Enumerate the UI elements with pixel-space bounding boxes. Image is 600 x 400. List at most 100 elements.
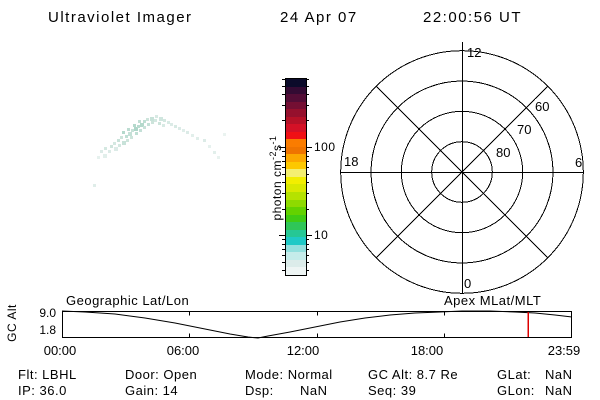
colorbar-band xyxy=(286,124,306,132)
colorbar-tick xyxy=(282,239,285,240)
colorbar-tick xyxy=(306,182,309,183)
colorbar-band xyxy=(286,184,306,192)
lat-label: 70 xyxy=(517,122,532,137)
colorbar-tick xyxy=(282,151,285,152)
colorbar-band xyxy=(286,176,306,185)
status-field: GLon: xyxy=(497,383,535,398)
colorbar-tick xyxy=(282,255,285,256)
aurora-pixel xyxy=(163,119,166,122)
x-tick-label: 06:00 xyxy=(166,343,200,358)
colorbar-tick xyxy=(282,262,285,263)
lat-label: 80 xyxy=(496,145,511,160)
aurora-pixel xyxy=(130,136,133,139)
aurora-pixel xyxy=(182,129,185,132)
colorbar-tick xyxy=(306,174,309,175)
colorbar-tick xyxy=(306,193,309,194)
aurora-pixel xyxy=(170,123,173,126)
aurora-pixel xyxy=(122,141,126,145)
colorbar-band xyxy=(286,86,306,95)
aurora-pixel xyxy=(223,133,226,136)
aurora-pixel xyxy=(127,128,130,131)
aurora-pixel xyxy=(217,156,220,159)
mlt-label: 18 xyxy=(344,154,359,169)
colorbar-tick xyxy=(306,120,309,121)
status-field: NaN xyxy=(300,383,328,398)
aurora-pixel xyxy=(151,121,154,124)
colorbar-band xyxy=(286,244,306,253)
x-tick-label: 12:00 xyxy=(286,343,320,358)
colorbar-tick xyxy=(306,156,309,157)
colorbar-band xyxy=(286,222,306,230)
mlt-label: 0 xyxy=(464,276,472,291)
colorbar-tick xyxy=(306,151,309,152)
aurora-pixel xyxy=(147,123,150,126)
colorbar-band xyxy=(286,191,306,200)
aurora-pixel xyxy=(118,144,121,147)
aurora-pixel xyxy=(150,117,154,121)
colorbar-band xyxy=(286,109,306,117)
aurora-pixel xyxy=(139,129,142,132)
geo-latlon-label: Geographic Lat/Lon xyxy=(66,293,190,308)
aurora-pixel xyxy=(138,120,141,123)
aurora-pixel xyxy=(154,119,157,122)
colorbar-tick xyxy=(282,86,285,87)
colorbar-tick xyxy=(306,249,309,250)
status-field: Mode: Normal xyxy=(245,367,333,382)
colorbar-band xyxy=(286,207,306,215)
colorbar-tick xyxy=(282,94,285,95)
colorbar-tick xyxy=(282,174,285,175)
colorbar-tick xyxy=(306,209,309,210)
status-field: NaN xyxy=(545,367,573,382)
status-field: NaN xyxy=(545,383,573,398)
colorbar-tick xyxy=(306,167,309,168)
aurora-pixel xyxy=(117,139,120,142)
colorbar-band xyxy=(286,101,306,110)
colorbar-tick xyxy=(282,193,285,194)
colorbar-band xyxy=(286,237,306,245)
colorbar-tick xyxy=(306,79,309,80)
colorbar-tick xyxy=(306,235,312,236)
polar-spoke-diag-nw xyxy=(375,85,549,259)
colorbar-tick xyxy=(306,262,309,263)
status-field: Seq: 39 xyxy=(368,383,417,398)
colorbar-tick xyxy=(282,270,285,271)
colorbar-band xyxy=(286,199,306,208)
status-field: Dsp: xyxy=(245,383,274,398)
y-tick-label: 1.8 xyxy=(39,323,56,337)
aurora-pixel xyxy=(134,127,138,131)
aurora-pixel xyxy=(191,134,194,137)
aurora-pixel xyxy=(108,150,111,153)
apex-mlatmlt-label: Apex MLat/MLT xyxy=(444,293,542,308)
gc-alt-curve xyxy=(61,310,573,339)
aurora-pixel xyxy=(140,123,144,127)
status-field: IP: 36.0 xyxy=(18,383,67,398)
colorbar-tick xyxy=(279,235,285,236)
aurora-pixel xyxy=(174,125,177,128)
colorbar-tick xyxy=(306,86,309,87)
colorbar-band xyxy=(286,267,306,275)
status-field: Door: Open xyxy=(125,367,198,382)
aurora-pixel xyxy=(128,132,132,136)
colorbar-tick xyxy=(282,105,285,106)
colorbar-band xyxy=(286,169,306,177)
lat-label: 60 xyxy=(535,99,550,114)
aurora-pixel xyxy=(178,127,181,130)
colorbar-band xyxy=(286,79,306,87)
aurora-pixel xyxy=(110,145,113,148)
aurora-pixel xyxy=(97,156,100,159)
x-tick-label: 23:59 xyxy=(547,343,581,358)
colorbar-tick xyxy=(282,156,285,157)
colorbar-tick xyxy=(279,147,285,148)
aurora-pixel xyxy=(126,139,129,142)
aurora-pixel xyxy=(203,139,206,142)
aurora-pixel xyxy=(155,115,158,118)
colorbar-tick xyxy=(282,167,285,168)
mlt-label: 6 xyxy=(575,155,583,170)
y-tick-label: 9.0 xyxy=(39,306,56,320)
colorbar-band xyxy=(286,252,306,260)
aurora-pixel xyxy=(186,131,189,134)
gc-alt-axis-title: GC Alt xyxy=(5,304,19,342)
time-label: 22:00:56 UT xyxy=(423,9,523,26)
